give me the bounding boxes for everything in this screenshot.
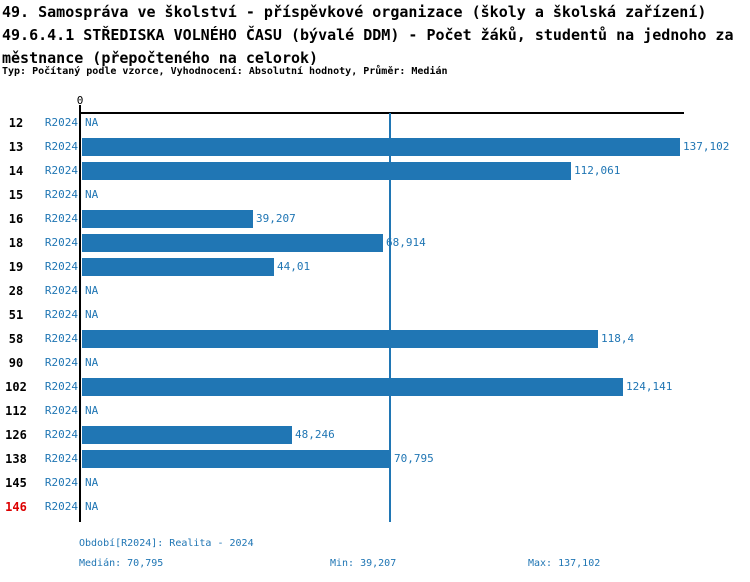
row-category-label: 112 (5, 404, 27, 418)
row-category-label: 145 (5, 476, 27, 490)
row-category-label: 90 (8, 356, 24, 370)
value-bar (82, 450, 391, 468)
footer-period-info: Období[R2024]: Realita - 2024 (79, 538, 254, 549)
value-bar (82, 426, 292, 444)
value-bar (82, 378, 623, 396)
bar-value-label: 68,914 (386, 236, 426, 249)
na-label: NA (85, 404, 99, 417)
x-axis-line (79, 112, 684, 114)
row-category-label: 138 (5, 452, 27, 466)
value-bar (82, 234, 383, 252)
na-label: NA (85, 284, 99, 297)
row-category-label: 12 (8, 116, 24, 130)
footer-median-stat: Medián: 70,795 (79, 558, 164, 569)
y-axis-line (79, 105, 81, 522)
value-bar (82, 330, 598, 348)
row-category-label: 13 (8, 140, 24, 154)
na-label: NA (85, 308, 99, 321)
na-label: NA (85, 116, 99, 129)
footer-max-stat: Max: 137,102 (528, 558, 601, 569)
row-category-label: 126 (5, 428, 27, 442)
row-period-label: R2024 (44, 188, 78, 201)
page-title-line-1: 49. Samospráva ve školství - příspěvkové… (2, 3, 707, 21)
value-bar (82, 138, 680, 156)
row-period-label: R2024 (44, 332, 78, 345)
row-category-label: 51 (8, 308, 24, 322)
bar-value-label: 118,4 (601, 332, 635, 345)
value-bar (82, 258, 274, 276)
na-label: NA (85, 500, 99, 513)
row-period-label: R2024 (44, 236, 78, 249)
axis-zero-tick-label: 0 (76, 94, 84, 107)
na-label: NA (85, 476, 99, 489)
na-label: NA (85, 356, 99, 369)
bar-value-label: 48,246 (295, 428, 335, 441)
row-category-label: 102 (5, 380, 27, 394)
row-category-label: 15 (8, 188, 24, 202)
bar-value-label: 39,207 (256, 212, 296, 225)
row-period-label: R2024 (44, 140, 78, 153)
row-period-label: R2024 (44, 380, 78, 393)
chart-meta-info: Typ: Počítaný podle vzorce, Vyhodnocení:… (2, 66, 448, 77)
row-category-label: 19 (8, 260, 24, 274)
row-period-label: R2024 (44, 308, 78, 321)
bar-value-label: 137,102 (683, 140, 730, 153)
row-period-label: R2024 (44, 116, 78, 129)
row-period-label: R2024 (44, 404, 78, 417)
row-category-label: 28 (8, 284, 24, 298)
row-period-label: R2024 (44, 356, 78, 369)
na-label: NA (85, 188, 99, 201)
row-period-label: R2024 (44, 452, 78, 465)
bar-value-label: 44,01 (277, 260, 311, 273)
page-title-line-2: 49.6.4.1 STŘEDISKA VOLNÉHO ČASU (bývalé … (2, 26, 734, 44)
row-category-label: 16 (8, 212, 24, 226)
row-period-label: R2024 (44, 260, 78, 273)
row-category-label: 146 (5, 500, 27, 514)
row-category-label: 14 (8, 164, 24, 178)
bar-value-label: 70,795 (394, 452, 434, 465)
bar-value-label: 124,141 (626, 380, 673, 393)
row-category-label: 18 (8, 236, 24, 250)
footer-min-stat: Min: 39,207 (330, 558, 397, 569)
value-bar (82, 162, 571, 180)
row-period-label: R2024 (44, 428, 78, 441)
row-period-label: R2024 (44, 164, 78, 177)
row-period-label: R2024 (44, 500, 78, 513)
value-bar (82, 210, 253, 228)
row-period-label: R2024 (44, 476, 78, 489)
row-period-label: R2024 (44, 212, 78, 225)
bar-value-label: 112,061 (574, 164, 621, 177)
row-period-label: R2024 (44, 284, 78, 297)
page-title-line-3: městnance (přepočteného na celorok) (2, 49, 319, 67)
median-reference-line (389, 113, 392, 522)
row-category-label: 58 (8, 332, 24, 346)
